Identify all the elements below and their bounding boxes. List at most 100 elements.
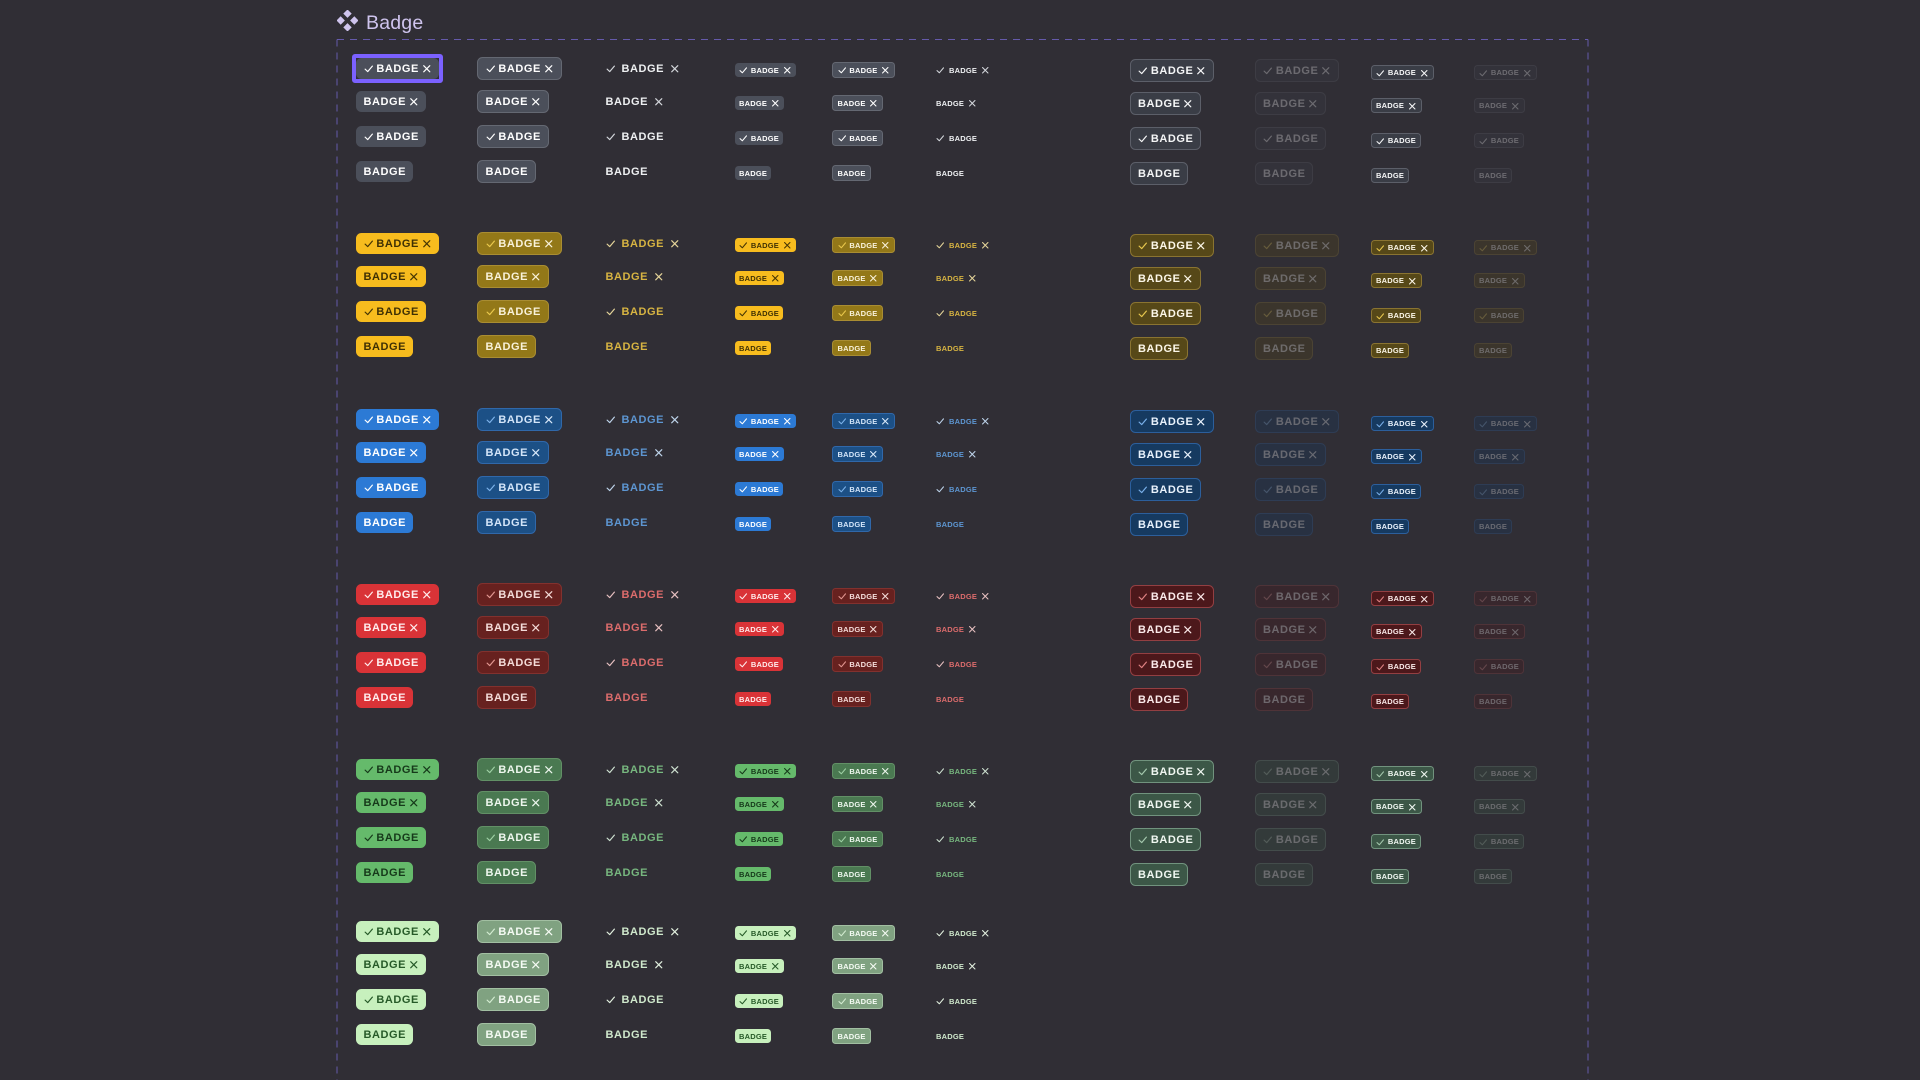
badge-yellow-sm-solid-row3[interactable]: BADGE (734, 306, 784, 320)
badge-gray-md-outline-disabled-row1[interactable]: BADGE (1254, 59, 1340, 82)
badge-blue-md-ghost-row4[interactable]: BADGE (606, 512, 648, 533)
badge-red-sm-outline-row3[interactable]: BADGE (1370, 658, 1422, 674)
badge-green-md-outline-disabled-row2[interactable]: BADGE (1254, 793, 1327, 816)
badge-yellow-md-tonal-row2[interactable]: BADGE (477, 264, 549, 288)
badge-mint-sm-ghost-row3[interactable]: BADGE (936, 994, 977, 1008)
badge-blue-md-solid-row1[interactable]: BADGE (356, 408, 439, 430)
badge-mint-sm-tonal-row1[interactable]: BADGE (832, 925, 896, 941)
badge-red-md-outline-disabled-row4[interactable]: BADGE (1254, 688, 1314, 711)
badge-green-sm-tonal-row2[interactable]: BADGE (832, 796, 884, 812)
badge-yellow-sm-outline-row2[interactable]: BADGE (1370, 272, 1422, 288)
badge-gray-md-tonal-row3[interactable]: BADGE (477, 124, 549, 148)
badge-blue-sm-ghost-row4[interactable]: BADGE (936, 517, 964, 531)
badge-blue-sm-ghost-row3[interactable]: BADGE (936, 482, 977, 496)
badge-blue-md-solid-row2[interactable]: BADGE (356, 441, 426, 463)
badge-green-sm-ghost-row1[interactable]: BADGE (936, 764, 990, 778)
badge-gray-md-outline-row2[interactable]: BADGE (1129, 92, 1202, 115)
badge-mint-md-tonal-row4[interactable]: BADGE (477, 1022, 536, 1046)
badge-yellow-md-tonal-row4[interactable]: BADGE (477, 334, 536, 358)
badge-red-sm-tonal-row4[interactable]: BADGE (832, 691, 871, 707)
badge-gray-sm-tonal-row1[interactable]: BADGE (832, 62, 896, 78)
badge-blue-sm-tonal-row2[interactable]: BADGE (832, 446, 884, 462)
badge-blue-sm-solid-row2[interactable]: BADGE (734, 447, 784, 461)
badge-yellow-md-outline-row2[interactable]: BADGE (1129, 267, 1202, 290)
badge-green-md-tonal-row4[interactable]: BADGE (477, 860, 536, 884)
badge-mint-md-tonal-row2[interactable]: BADGE (477, 952, 549, 976)
badge-gray-md-outline-row1[interactable]: BADGE (1129, 59, 1215, 82)
badge-green-sm-solid-row4[interactable]: BADGE (734, 867, 772, 881)
badge-blue-sm-ghost-row2[interactable]: BADGE (936, 447, 977, 461)
badge-gray-sm-outline-row2[interactable]: BADGE (1370, 97, 1422, 113)
badge-blue-md-tonal-row2[interactable]: BADGE (477, 440, 549, 464)
badge-blue-sm-solid-row1[interactable]: BADGE (734, 414, 796, 428)
badge-yellow-md-tonal-row1[interactable]: BADGE (477, 231, 562, 255)
badge-green-md-ghost-row3[interactable]: BADGE (606, 827, 664, 848)
badge-gray-md-solid-row2[interactable]: BADGE (356, 90, 426, 112)
badge-blue-md-outline-row1[interactable]: BADGE (1129, 410, 1215, 433)
badge-red-sm-outline-row2[interactable]: BADGE (1370, 623, 1422, 639)
badge-gray-sm-outline-row1[interactable]: BADGE (1370, 64, 1434, 80)
badge-green-md-outline-disabled-row3[interactable]: BADGE (1254, 828, 1327, 851)
badge-green-sm-outline-disabled-row4[interactable]: BADGE (1473, 868, 1513, 884)
badge-red-sm-ghost-row2[interactable]: BADGE (936, 622, 977, 636)
badge-yellow-sm-outline-disabled-row2[interactable]: BADGE (1473, 272, 1525, 288)
badge-gray-md-solid-row4[interactable]: BADGE (356, 160, 413, 182)
badge-gray-md-ghost-row4[interactable]: BADGE (606, 161, 648, 182)
badge-yellow-md-solid-row4[interactable]: BADGE (356, 335, 413, 357)
badge-green-md-outline-row4[interactable]: BADGE (1129, 863, 1189, 886)
badge-blue-md-ghost-row3[interactable]: BADGE (606, 477, 664, 498)
badge-red-sm-outline-disabled-row1[interactable]: BADGE (1473, 590, 1537, 606)
badge-red-sm-solid-row3[interactable]: BADGE (734, 657, 784, 671)
badge-gray-md-solid-row1[interactable]: BADGE (356, 57, 439, 79)
badge-blue-md-outline-row3[interactable]: BADGE (1129, 478, 1202, 501)
badge-gray-md-outline-row3[interactable]: BADGE (1129, 127, 1202, 150)
badge-red-md-ghost-row2[interactable]: BADGE (606, 617, 664, 638)
badge-blue-sm-outline-row4[interactable]: BADGE (1370, 518, 1410, 534)
badge-blue-sm-solid-row3[interactable]: BADGE (734, 482, 784, 496)
badge-mint-sm-tonal-row2[interactable]: BADGE (832, 958, 884, 974)
badge-gray-md-ghost-row1[interactable]: BADGE (606, 58, 680, 79)
badge-yellow-md-solid-row2[interactable]: BADGE (356, 265, 426, 287)
badge-blue-sm-outline-disabled-row3[interactable]: BADGE (1473, 483, 1525, 499)
badge-blue-sm-solid-row4[interactable]: BADGE (734, 517, 772, 531)
badge-yellow-sm-solid-row4[interactable]: BADGE (734, 341, 772, 355)
badge-red-md-outline-disabled-row1[interactable]: BADGE (1254, 585, 1340, 608)
badge-green-sm-ghost-row3[interactable]: BADGE (936, 832, 977, 846)
badge-green-md-solid-row3[interactable]: BADGE (356, 826, 426, 848)
badge-yellow-sm-ghost-row1[interactable]: BADGE (936, 238, 990, 252)
badge-yellow-md-outline-disabled-row4[interactable]: BADGE (1254, 337, 1314, 360)
badge-green-md-tonal-row1[interactable]: BADGE (477, 757, 562, 781)
badge-yellow-md-ghost-row1[interactable]: BADGE (606, 233, 680, 254)
badge-green-md-tonal-row3[interactable]: BADGE (477, 825, 549, 849)
badge-red-md-solid-row3[interactable]: BADGE (356, 651, 426, 673)
badge-green-sm-solid-row1[interactable]: BADGE (734, 764, 796, 778)
badge-red-md-tonal-row2[interactable]: BADGE (477, 615, 549, 639)
badge-gray-sm-outline-disabled-row4[interactable]: BADGE (1473, 167, 1513, 183)
badge-blue-sm-tonal-row3[interactable]: BADGE (832, 481, 883, 497)
badge-gray-sm-solid-row3[interactable]: BADGE (734, 131, 784, 145)
badge-red-md-ghost-row1[interactable]: BADGE (606, 584, 680, 605)
badge-green-md-outline-row1[interactable]: BADGE (1129, 760, 1215, 783)
badge-yellow-md-outline-row1[interactable]: BADGE (1129, 234, 1215, 257)
badge-green-sm-ghost-row4[interactable]: BADGE (936, 867, 964, 881)
badge-mint-sm-solid-row2[interactable]: BADGE (734, 959, 784, 973)
badge-green-md-solid-row4[interactable]: BADGE (356, 861, 413, 883)
badge-gray-sm-outline-row4[interactable]: BADGE (1370, 167, 1410, 183)
badge-gray-sm-outline-row3[interactable]: BADGE (1370, 132, 1422, 148)
badge-mint-md-tonal-row3[interactable]: BADGE (477, 987, 549, 1011)
badge-blue-md-ghost-row2[interactable]: BADGE (606, 442, 664, 463)
badge-mint-md-ghost-row2[interactable]: BADGE (606, 954, 664, 975)
badge-gray-sm-outline-disabled-row3[interactable]: BADGE (1473, 132, 1525, 148)
badge-yellow-sm-ghost-row4[interactable]: BADGE (936, 341, 964, 355)
badge-blue-sm-outline-row2[interactable]: BADGE (1370, 448, 1422, 464)
badge-gray-md-tonal-row2[interactable]: BADGE (477, 89, 549, 113)
badge-blue-sm-tonal-row1[interactable]: BADGE (832, 413, 896, 429)
badge-mint-sm-solid-row3[interactable]: BADGE (734, 994, 784, 1008)
component-set-title-bar[interactable]: Badge (336, 9, 423, 36)
badge-yellow-md-ghost-row3[interactable]: BADGE (606, 301, 664, 322)
badge-green-sm-solid-row2[interactable]: BADGE (734, 797, 784, 811)
badge-blue-sm-outline-disabled-row2[interactable]: BADGE (1473, 448, 1525, 464)
badge-green-sm-tonal-row4[interactable]: BADGE (832, 866, 871, 882)
badge-green-sm-outline-row4[interactable]: BADGE (1370, 868, 1410, 884)
badge-gray-sm-tonal-row3[interactable]: BADGE (832, 130, 883, 146)
